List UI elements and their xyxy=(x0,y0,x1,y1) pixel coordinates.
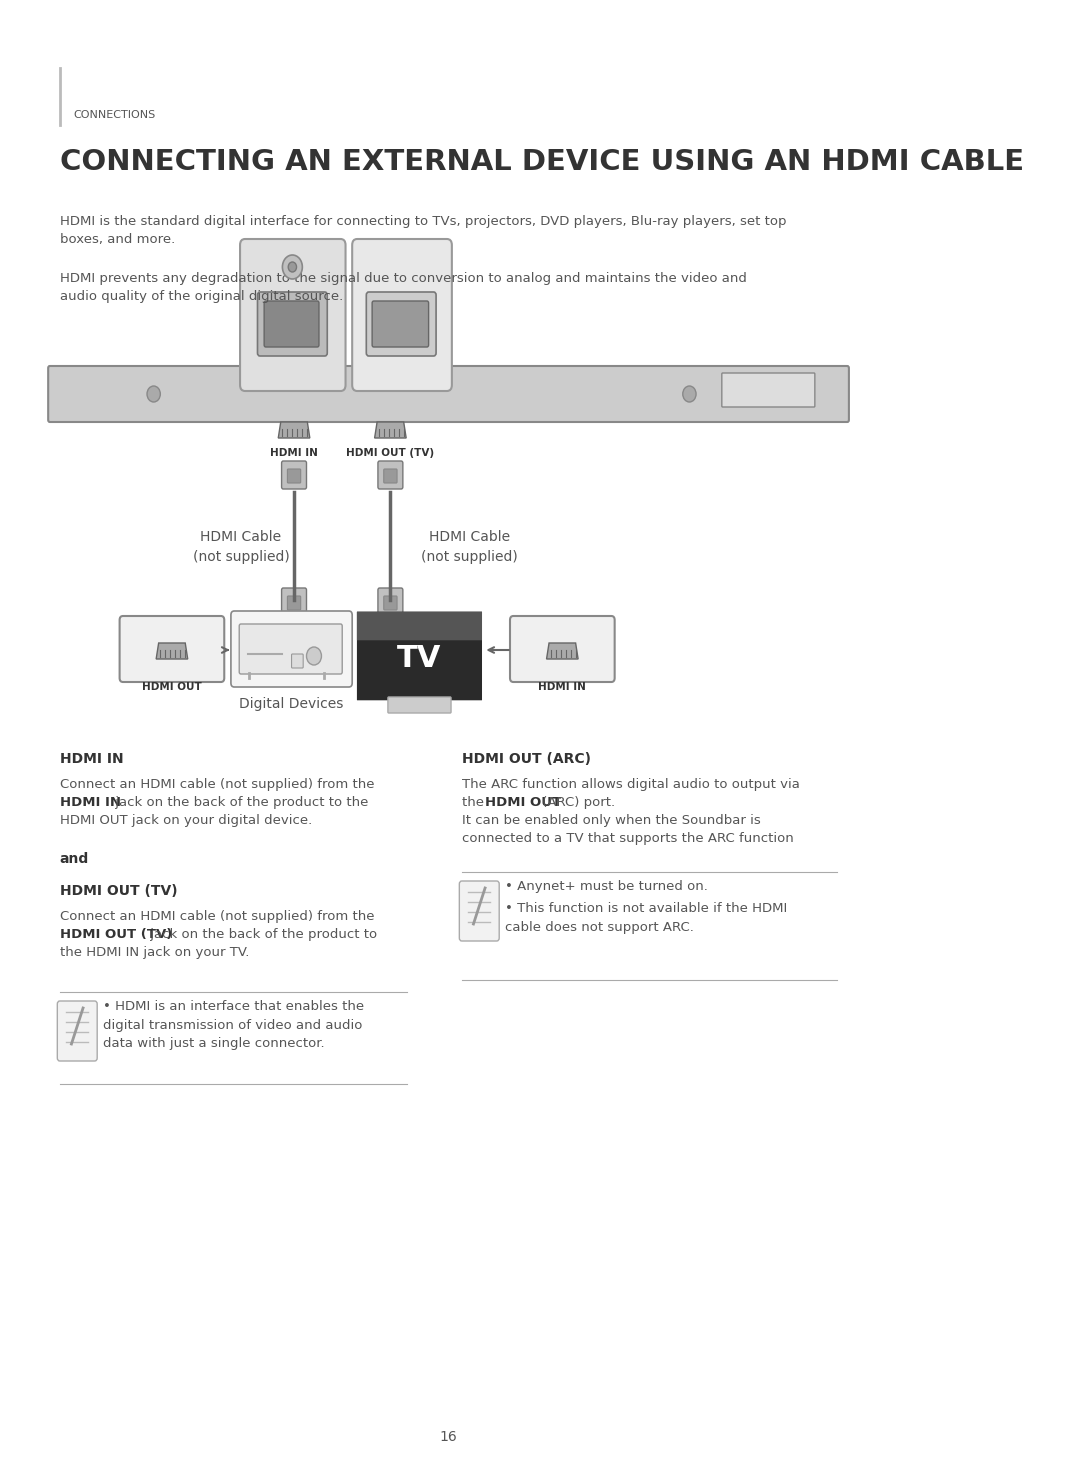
Text: CONNECTIONS: CONNECTIONS xyxy=(73,110,156,120)
Text: HDMI IN: HDMI IN xyxy=(539,682,586,692)
Circle shape xyxy=(307,647,322,665)
FancyBboxPatch shape xyxy=(388,697,451,713)
Polygon shape xyxy=(279,422,310,439)
FancyBboxPatch shape xyxy=(265,301,319,348)
FancyBboxPatch shape xyxy=(352,239,451,392)
Text: connected to a TV that supports the ARC function: connected to a TV that supports the ARC … xyxy=(462,832,794,845)
Circle shape xyxy=(282,255,302,279)
FancyBboxPatch shape xyxy=(282,461,307,489)
Polygon shape xyxy=(375,422,406,439)
Text: HDMI OUT (TV): HDMI OUT (TV) xyxy=(59,885,177,898)
Text: HDMI Cable
(not supplied): HDMI Cable (not supplied) xyxy=(421,530,517,563)
FancyBboxPatch shape xyxy=(287,596,300,610)
FancyBboxPatch shape xyxy=(282,588,307,616)
FancyBboxPatch shape xyxy=(287,469,300,483)
Text: Connect an HDMI cable (not supplied) from the: Connect an HDMI cable (not supplied) fro… xyxy=(59,910,375,923)
Circle shape xyxy=(147,386,160,402)
Text: HDMI OUT: HDMI OUT xyxy=(485,797,562,808)
Polygon shape xyxy=(157,643,188,659)
Text: HDMI OUT (ARC): HDMI OUT (ARC) xyxy=(462,753,591,766)
FancyBboxPatch shape xyxy=(49,365,849,422)
Text: HDMI OUT jack on your digital device.: HDMI OUT jack on your digital device. xyxy=(59,814,312,827)
FancyBboxPatch shape xyxy=(721,373,814,406)
FancyBboxPatch shape xyxy=(373,301,429,348)
Text: HDMI OUT (TV): HDMI OUT (TV) xyxy=(59,929,172,940)
Text: (ARC) port.: (ARC) port. xyxy=(538,797,616,808)
FancyBboxPatch shape xyxy=(356,612,482,700)
FancyBboxPatch shape xyxy=(459,882,499,940)
Text: CONNECTING AN EXTERNAL DEVICE USING AN HDMI CABLE: CONNECTING AN EXTERNAL DEVICE USING AN H… xyxy=(59,148,1024,176)
FancyBboxPatch shape xyxy=(383,469,397,483)
Text: • HDMI is an interface that enables the
digital transmission of video and audio
: • HDMI is an interface that enables the … xyxy=(103,1000,364,1050)
FancyBboxPatch shape xyxy=(510,616,615,682)
Text: Connect an HDMI cable (not supplied) from the: Connect an HDMI cable (not supplied) fro… xyxy=(59,778,375,791)
Text: HDMI IN: HDMI IN xyxy=(270,447,318,458)
Text: Digital Devices: Digital Devices xyxy=(240,697,343,711)
Circle shape xyxy=(288,263,297,271)
Circle shape xyxy=(683,386,697,402)
FancyBboxPatch shape xyxy=(378,461,403,489)
Text: HDMI Cable
(not supplied): HDMI Cable (not supplied) xyxy=(192,530,289,563)
Text: • Anynet+ must be turned on.: • Anynet+ must be turned on. xyxy=(505,880,707,893)
FancyBboxPatch shape xyxy=(240,623,342,673)
FancyBboxPatch shape xyxy=(378,588,403,616)
FancyBboxPatch shape xyxy=(292,654,303,667)
FancyBboxPatch shape xyxy=(57,1000,97,1061)
Text: HDMI IN: HDMI IN xyxy=(59,797,121,808)
FancyBboxPatch shape xyxy=(240,239,346,392)
Text: HDMI OUT (TV): HDMI OUT (TV) xyxy=(347,447,434,458)
Text: and: and xyxy=(59,852,89,866)
Text: HDMI prevents any degradation to the signal due to conversion to analog and main: HDMI prevents any degradation to the sig… xyxy=(59,271,746,304)
Text: The ARC function allows digital audio to output via: The ARC function allows digital audio to… xyxy=(462,778,799,791)
Text: HDMI IN: HDMI IN xyxy=(59,753,123,766)
Text: HDMI is the standard digital interface for connecting to TVs, projectors, DVD pl: HDMI is the standard digital interface f… xyxy=(59,216,786,246)
Polygon shape xyxy=(546,643,578,659)
Text: jack on the back of the product to: jack on the back of the product to xyxy=(146,929,377,940)
Text: HDMI OUT: HDMI OUT xyxy=(143,682,202,692)
FancyBboxPatch shape xyxy=(383,596,397,610)
FancyBboxPatch shape xyxy=(257,292,327,356)
Text: • This function is not available if the HDMI
cable does not support ARC.: • This function is not available if the … xyxy=(505,902,787,933)
FancyBboxPatch shape xyxy=(356,612,482,640)
FancyBboxPatch shape xyxy=(120,616,225,682)
Text: It can be enabled only when the Soundbar is: It can be enabled only when the Soundbar… xyxy=(462,814,760,827)
Text: the: the xyxy=(462,797,488,808)
FancyBboxPatch shape xyxy=(366,292,436,356)
Text: jack on the back of the product to the: jack on the back of the product to the xyxy=(111,797,368,808)
FancyBboxPatch shape xyxy=(231,610,352,687)
Text: the HDMI IN jack on your TV.: the HDMI IN jack on your TV. xyxy=(59,946,249,959)
Text: 16: 16 xyxy=(440,1430,458,1444)
Text: TV: TV xyxy=(397,644,442,672)
